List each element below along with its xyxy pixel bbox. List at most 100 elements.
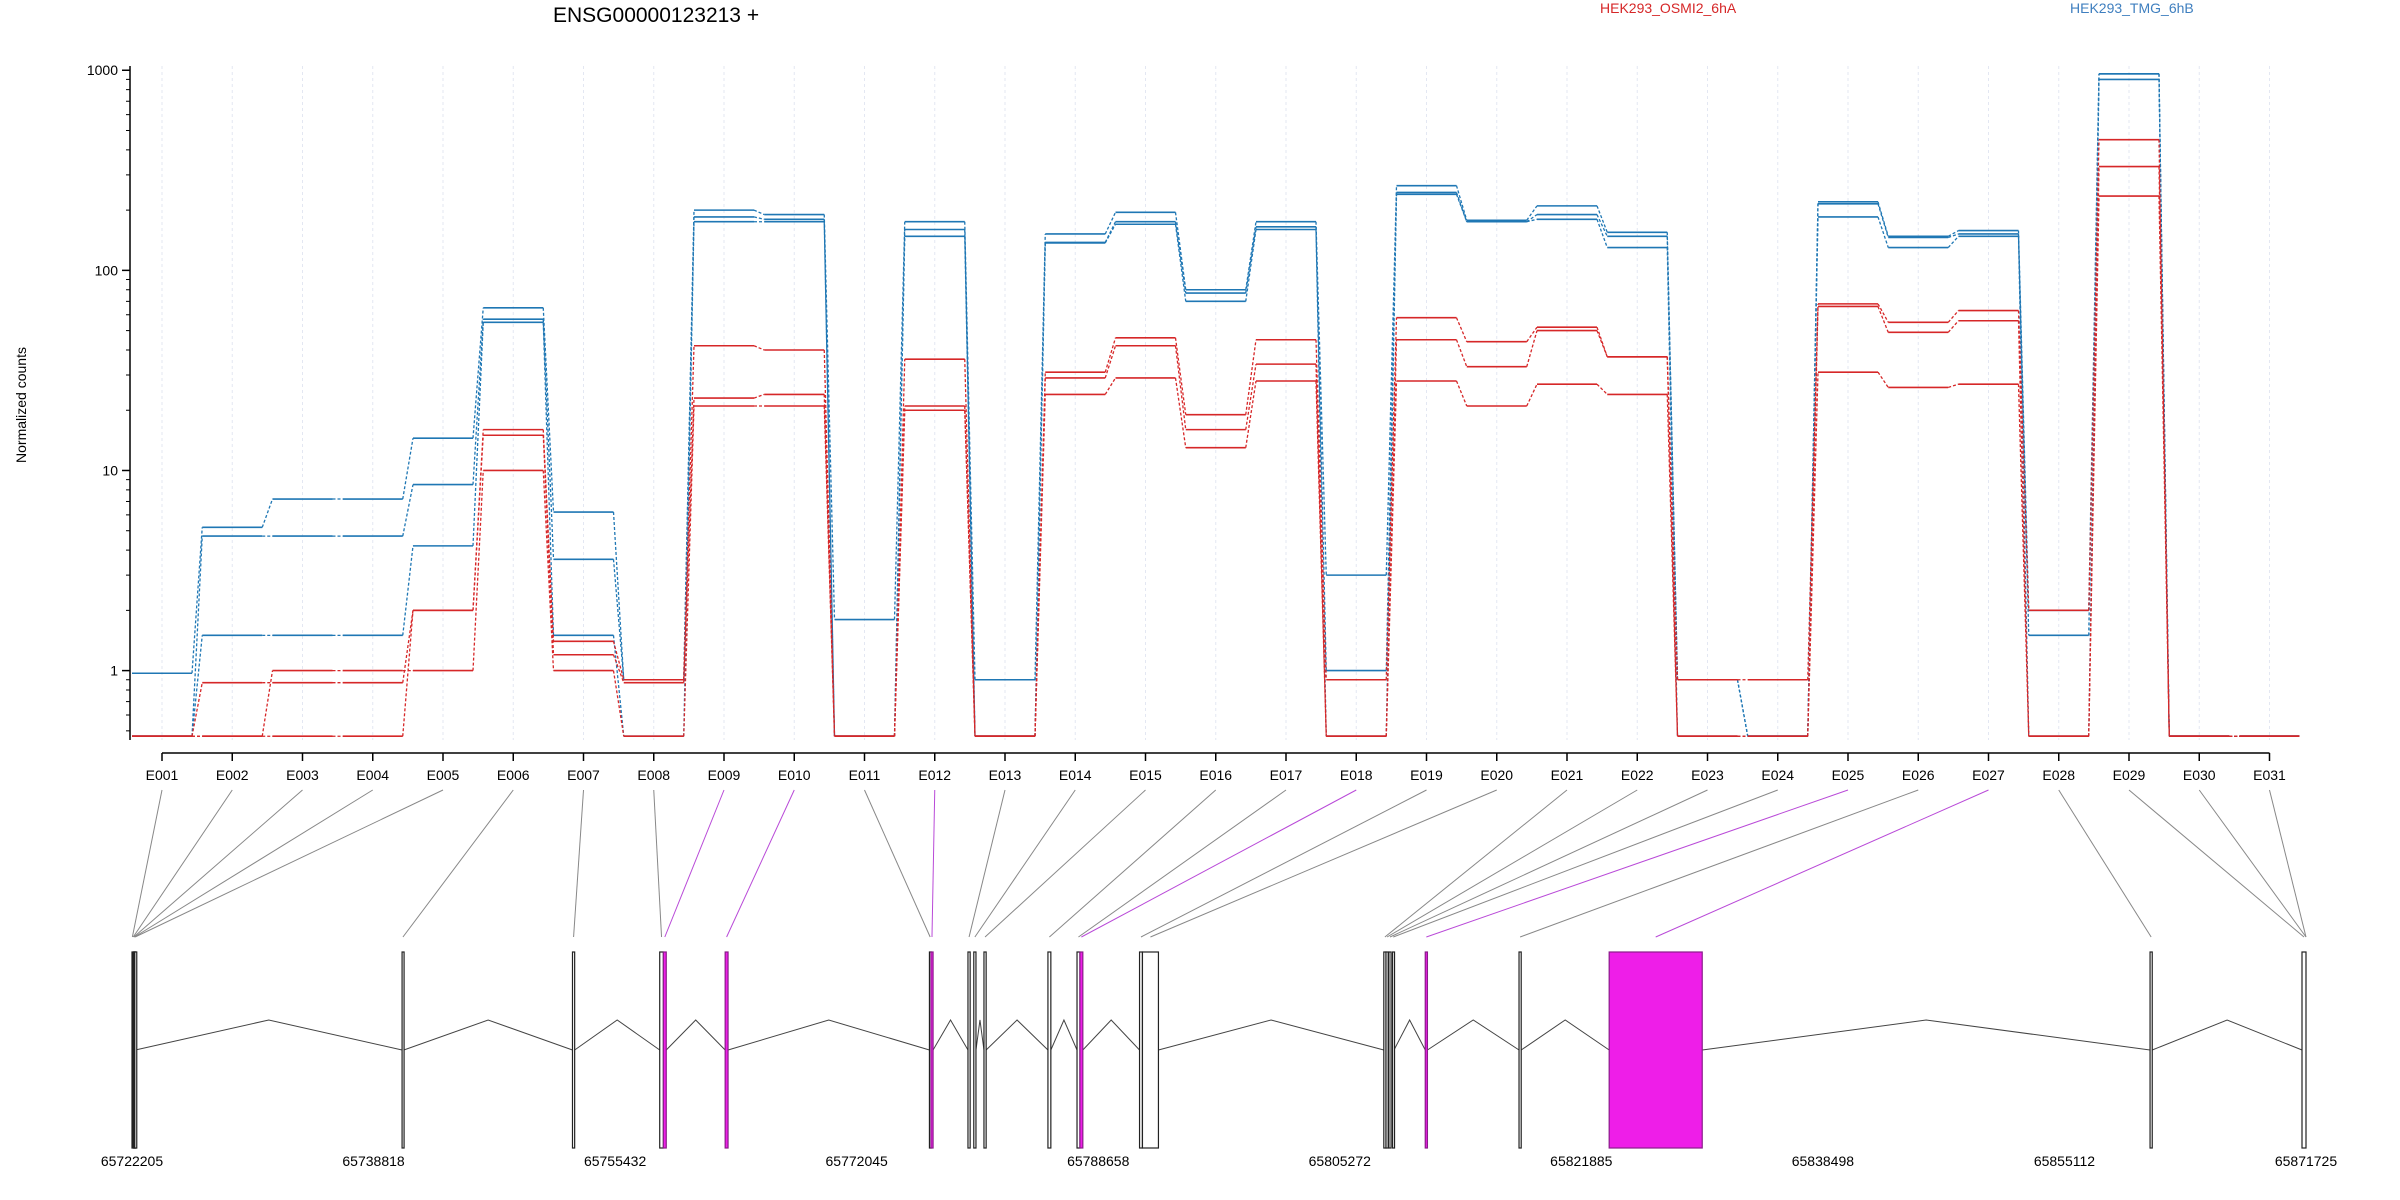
exon-box-e005 <box>134 951 138 1149</box>
intron-chevron <box>1082 1019 1140 1051</box>
series-2-connector <box>1736 679 1749 737</box>
x-tick-label-e003: E003 <box>286 767 319 783</box>
intron-chevron <box>1520 1019 1610 1051</box>
coordinate-label: 65772045 <box>826 1153 889 1169</box>
exon-link-e003 <box>133 789 303 938</box>
series-6-connector <box>2017 384 2030 737</box>
series-2-connector <box>753 216 765 220</box>
series-layer <box>132 72 2300 738</box>
y-axis-label: Normalized counts <box>13 347 29 463</box>
coordinate-label: 65788658 <box>1067 1153 1130 1169</box>
series-5-connector <box>753 393 765 399</box>
exon-box-e024 <box>1391 951 1396 1149</box>
y-tick-label: 10 <box>102 462 118 478</box>
series-2-connector <box>1948 233 1959 239</box>
series-5-connector <box>1174 345 1187 430</box>
intron-chevron <box>975 1019 985 1051</box>
series-5-connector <box>1455 339 1468 367</box>
x-tick-label-e015: E015 <box>1129 767 1162 783</box>
exon-link-e023 <box>1389 789 1708 938</box>
series-1-connector <box>1736 679 1749 737</box>
series-3-connector <box>1526 218 1538 223</box>
series-4-connector <box>612 641 625 680</box>
exon-link-e026 <box>1519 789 1919 938</box>
series-6-connector <box>612 670 625 737</box>
x-tick-label-e018: E018 <box>1340 767 1373 783</box>
exon-box-e023 <box>1388 951 1392 1149</box>
series-6-connector <box>893 410 906 737</box>
series-6-connector <box>1455 380 1468 407</box>
intron-chevron <box>727 1019 930 1051</box>
exon-link-e031 <box>2269 789 2307 938</box>
series-1-connector <box>261 498 274 528</box>
series-3-connector <box>402 545 414 636</box>
series-6-connector <box>683 405 695 737</box>
series-5-connector <box>402 610 414 683</box>
exon-link-e002 <box>132 789 233 938</box>
series-1-connector <box>1596 205 1608 233</box>
series-4-connector <box>1104 337 1117 373</box>
gene-model-layer: 65722205 65738818 65755432 65772045 65788658… <box>101 951 2337 1169</box>
series-3-connector <box>683 221 695 737</box>
x-tick-label-e030: E030 <box>2183 767 2216 783</box>
exon-link-e012 <box>931 789 936 938</box>
exon-box-e013 <box>967 951 971 1149</box>
series-4-connector <box>2017 310 2030 611</box>
x-tick-label-e021: E021 <box>1551 767 1584 783</box>
series-6-connector <box>2088 196 2100 737</box>
series-6-connector <box>542 470 555 671</box>
x-tick-label-e026: E026 <box>1902 767 1935 783</box>
exon-link-e009 <box>664 789 725 938</box>
series-2-connector <box>472 319 484 485</box>
exon-link-e001 <box>131 789 163 938</box>
exon-link-e028 <box>2058 789 2152 938</box>
series-1-connector <box>1104 212 1117 235</box>
series-1-connector <box>472 307 484 439</box>
exon-link-e029 <box>2128 789 2305 938</box>
exon-box-e028 <box>2149 951 2153 1149</box>
exon-link-e022 <box>1386 789 1638 938</box>
series-5-connector <box>1807 306 1819 737</box>
x-tick-label-e023: E023 <box>1691 767 1724 783</box>
series-5-connector <box>1104 345 1117 379</box>
series-4-connector <box>402 610 414 737</box>
x-tick-label-e020: E020 <box>1480 767 1513 783</box>
series-6-connector <box>1666 394 1679 737</box>
series-1-connector <box>1034 233 1046 680</box>
series-6-connector <box>1104 377 1117 395</box>
series-5-connector <box>1245 364 1257 430</box>
exon-box-e007 <box>571 951 576 1149</box>
x-tick-label-e017: E017 <box>1270 767 1303 783</box>
series-3-connector <box>823 221 836 737</box>
x-tick-label-e004: E004 <box>356 767 389 783</box>
series-2-connector <box>402 484 414 537</box>
x-tick-label-e014: E014 <box>1059 767 1092 783</box>
series-2-connector <box>1174 221 1187 294</box>
series-1-connector <box>612 511 625 680</box>
series-6-connector <box>1596 383 1608 395</box>
exon-box-e015 <box>983 951 987 1149</box>
series-1-connector <box>1526 205 1538 221</box>
x-tick-label-e019: E019 <box>1410 767 1443 783</box>
series-3-connector <box>191 635 203 737</box>
exon-link-e017 <box>1078 789 1287 938</box>
coordinate-label: 65838498 <box>1792 1153 1855 1169</box>
series-6-connector <box>1807 372 1819 737</box>
exon-box-e009 <box>662 951 667 1149</box>
x-tick-label-e012: E012 <box>918 767 951 783</box>
exon-link-e011 <box>864 789 931 938</box>
x-tick-label-e024: E024 <box>1761 767 1794 783</box>
series-6-connector <box>1385 380 1398 737</box>
series-3-connector <box>612 635 625 737</box>
exon-box-e020 <box>1141 951 1160 1149</box>
x-tick-label-e005: E005 <box>427 767 460 783</box>
intron-chevron <box>1050 1018 1078 1051</box>
series-1-connector <box>542 307 555 513</box>
x-tick-label-e006: E006 <box>497 767 530 783</box>
exon-box-e029 <box>2301 951 2307 1149</box>
exon-link-e010 <box>726 789 795 938</box>
series-6-connector <box>1034 394 1046 737</box>
series-2-connector <box>1666 236 1679 680</box>
y-tick-label: 1 <box>110 663 118 679</box>
